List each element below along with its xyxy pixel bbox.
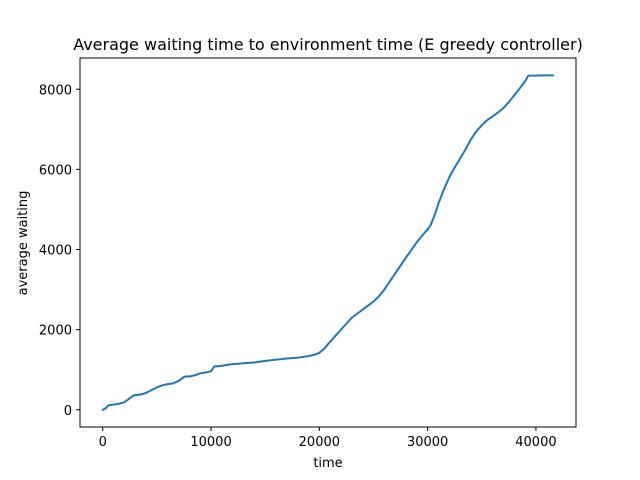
x-tick-label: 0 bbox=[99, 435, 107, 450]
series-line-0 bbox=[101, 74, 555, 411]
x-tick-label: 40000 bbox=[515, 435, 556, 450]
y-tick-label: 0 bbox=[64, 404, 72, 419]
chart-title: Average waiting time to environment time… bbox=[73, 35, 583, 54]
y-axis: 0 2000 4000 6000 8000 bbox=[39, 83, 80, 419]
x-axis: 0 10000 20000 30000 40000 bbox=[99, 427, 557, 450]
x-tick-label: 10000 bbox=[190, 435, 231, 450]
x-tick-label: 20000 bbox=[299, 435, 340, 450]
axes-frame bbox=[79, 57, 577, 428]
y-tick-label: 6000 bbox=[39, 163, 72, 178]
y-tick-label: 2000 bbox=[39, 324, 72, 339]
y-tick-label: 4000 bbox=[39, 244, 72, 259]
x-tick-label: 30000 bbox=[407, 435, 448, 450]
y-axis-label: average waiting bbox=[16, 191, 31, 296]
x-axis-label: time bbox=[313, 456, 342, 471]
y-tick-label: 8000 bbox=[39, 83, 72, 98]
plot-area bbox=[101, 74, 555, 411]
